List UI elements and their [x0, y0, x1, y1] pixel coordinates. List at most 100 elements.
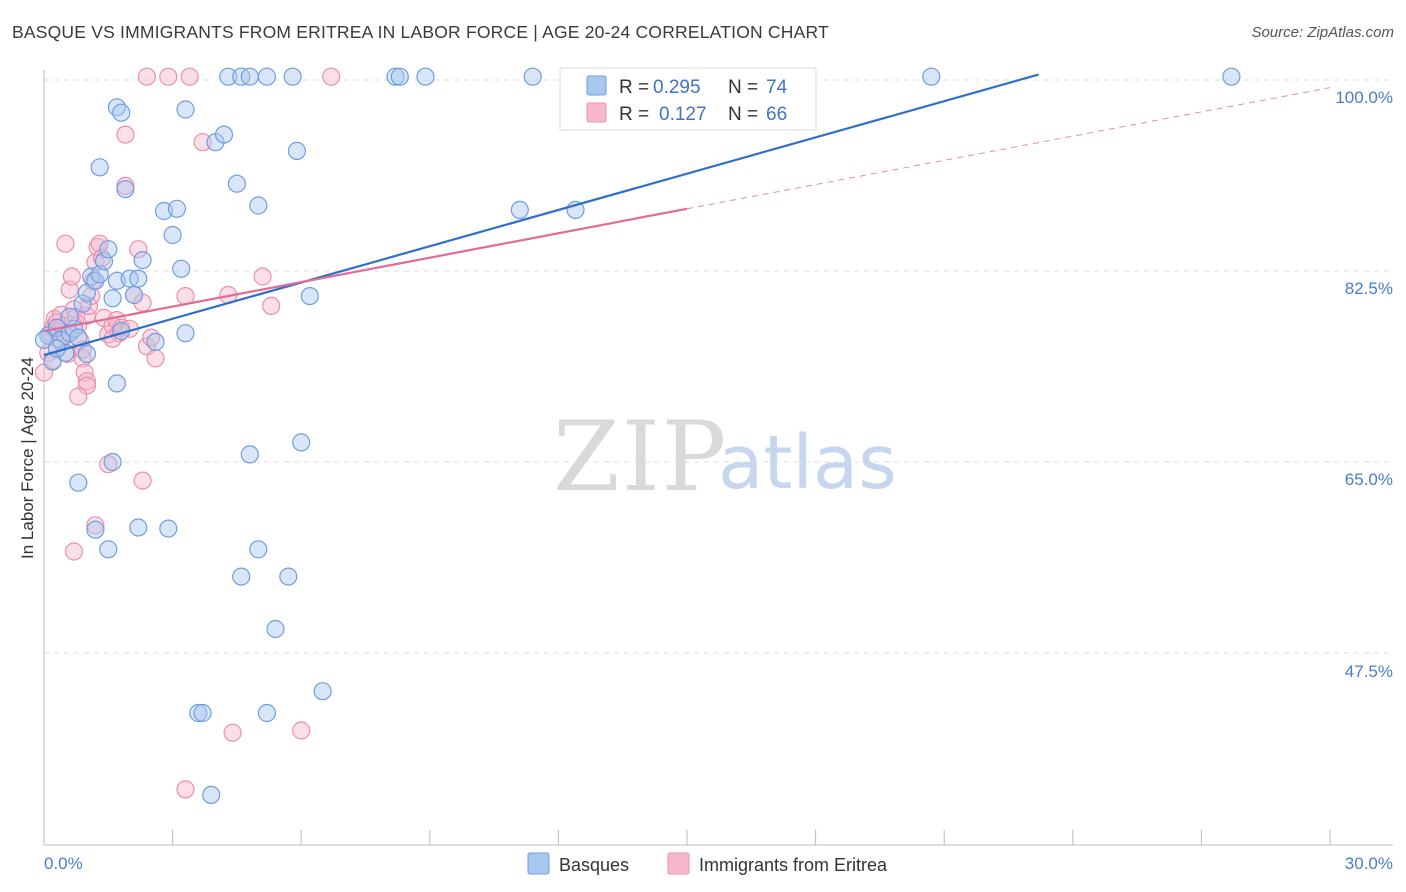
eritrea-point-35: [129, 240, 148, 259]
eritrea-point-45: [262, 296, 281, 315]
basque-point-66: [510, 200, 529, 219]
basque-trend-line: [43, 73, 1039, 357]
grid-lines: [44, 79, 1393, 654]
legend-r-value-eritrea: 0.127: [659, 104, 707, 125]
basque-point-73: [60, 307, 79, 326]
basque-point-44: [86, 520, 105, 539]
basque-point-32: [176, 100, 195, 119]
basque-point-72: [77, 344, 97, 363]
basque-point-19: [124, 285, 144, 305]
legend-swatch-basques: [586, 75, 607, 96]
legend-n-label-basques: N =: [728, 77, 758, 98]
basque-point-20: [129, 269, 148, 288]
basque-point-13: [94, 252, 114, 271]
eritrea-point-55: [292, 721, 311, 740]
watermark-atlas: atlas: [718, 420, 897, 506]
basque-point-26: [172, 259, 191, 278]
basque-point-21: [133, 251, 152, 270]
basque-point-48: [232, 567, 251, 586]
basque-point-43: [69, 473, 88, 492]
eritrea-point-39: [56, 234, 75, 253]
bottom-legend-swatch-basques: [527, 852, 550, 875]
basque-point-29: [90, 158, 109, 177]
basque-point-64: [416, 67, 435, 86]
eritrea-point-12: [62, 267, 82, 286]
basque-point-39: [292, 433, 311, 452]
legend-r-label-eritrea: R =: [619, 104, 649, 125]
basque-point-56: [107, 374, 127, 393]
y-tick-65: 65.0%: [1345, 470, 1393, 489]
stats-legend: R = 0.295 N = 74 R = 0.127 N = 66: [559, 67, 817, 131]
eritrea-point-44: [253, 267, 272, 286]
basque-point-42: [103, 452, 122, 472]
eritrea-point-60: [322, 67, 341, 86]
basque-point-65: [523, 67, 542, 86]
bottom-legend: Basques Immigrants from Eritrea: [527, 852, 888, 875]
basque-point-51: [313, 682, 332, 701]
eritrea-point-52: [86, 516, 105, 535]
basque-point-22: [146, 332, 165, 351]
basque-point-70: [34, 330, 54, 349]
basque-point-49: [279, 567, 298, 586]
basque-point-60: [257, 67, 276, 86]
legend-swatch-eritrea: [586, 102, 607, 123]
basque-point-63: [390, 67, 409, 86]
y-tick-82-5: 82.5%: [1345, 279, 1393, 298]
trend-lines: [43, 73, 1331, 357]
basque-point-62: [386, 67, 405, 86]
basque-point-46: [129, 518, 148, 537]
eritrea-point-58: [159, 67, 178, 86]
basque-point-59: [240, 67, 259, 86]
watermark-zip: ZIP: [553, 401, 728, 513]
basque-point-52: [189, 703, 208, 723]
basque-point-50: [266, 619, 285, 639]
legend-r-label-basques: R =: [619, 77, 649, 98]
basque-point-71: [47, 339, 67, 358]
basque-point-55: [202, 785, 221, 805]
watermark: ZIP atlas: [553, 401, 897, 513]
basque-point-41: [249, 540, 268, 559]
y-tick-47-5: 47.5%: [1345, 662, 1393, 681]
x-tick-30: 30.0%: [1345, 854, 1393, 873]
basque-point-69: [1222, 67, 1241, 86]
basque-point-68: [922, 67, 941, 86]
basque-point-34: [214, 125, 234, 144]
basque-point-24: [163, 225, 182, 245]
basque-point-54: [257, 703, 276, 723]
basque-points: [34, 67, 1241, 805]
eritrea-point-51: [133, 471, 152, 490]
eritrea-point-38: [146, 349, 165, 368]
bottom-legend-eritrea: Immigrants from Eritrea: [699, 855, 888, 875]
legend-n-label-eritrea: N =: [728, 104, 758, 125]
chart-title: BASQUE VS IMMIGRANTS FROM ERITREA IN LAB…: [12, 22, 829, 42]
basque-point-28: [116, 180, 135, 199]
basque-point-25: [167, 199, 186, 218]
x-axis-ticks: [43, 830, 1331, 845]
basque-point-27: [176, 324, 195, 343]
legend-n-value-eritrea: 66: [766, 104, 787, 125]
axes: [43, 70, 1393, 846]
bottom-legend-swatch-eritrea: [667, 852, 690, 875]
basque-point-61: [283, 67, 302, 86]
eritrea-point-57: [137, 67, 156, 86]
y-axis-title: In Labor Force | Age 20-24: [18, 357, 37, 559]
basque-point-53: [193, 703, 212, 723]
basque-point-15: [103, 289, 122, 308]
source-label: Source: ZipAtlas.com: [1251, 24, 1394, 41]
eritrea-trend-line: [43, 207, 688, 333]
eritrea-point-54: [223, 723, 242, 742]
basque-point-40: [240, 445, 259, 464]
eritrea-points: [34, 67, 341, 799]
x-tick-0: 0.0%: [44, 854, 83, 873]
y-tick-100: 100.0%: [1335, 88, 1393, 107]
basque-point-31: [112, 103, 131, 122]
basque-point-57: [219, 67, 238, 86]
basque-point-35: [227, 174, 246, 193]
bottom-legend-basques: Basques: [559, 855, 629, 875]
legend-n-value-basques: 74: [766, 77, 788, 98]
eritrea-point-25: [90, 234, 109, 253]
basque-point-47: [159, 519, 178, 538]
basque-point-45: [99, 540, 118, 559]
y-axis-labels: 100.0% 82.5% 65.0% 47.5%: [1335, 88, 1393, 681]
eritrea-point-49: [69, 387, 88, 406]
